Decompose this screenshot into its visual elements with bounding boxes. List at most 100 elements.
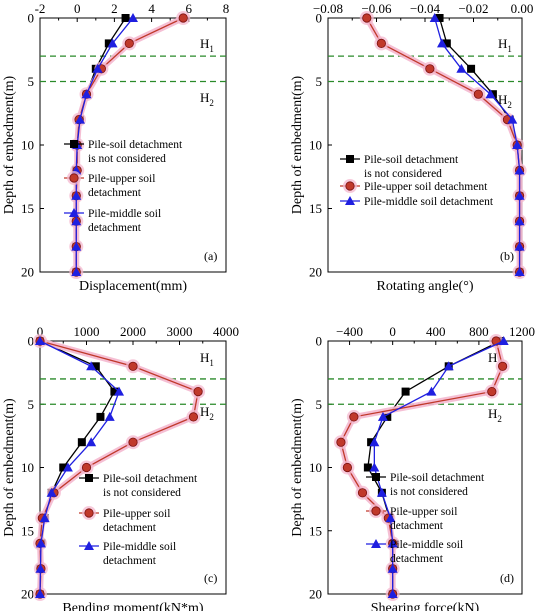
x-tick-label: −0.08 bbox=[313, 1, 343, 16]
chart-panel-3: 0 1000 2000 3000 4000 0 5 10 15 20 Depth of embedm… bbox=[2, 324, 239, 611]
legend-entry: Pile-upper soil detachment bbox=[364, 181, 488, 193]
panel-label: (b) bbox=[500, 249, 514, 263]
data-point bbox=[443, 361, 454, 371]
x-tick-label: −0.02 bbox=[458, 1, 488, 16]
legend-entry: is not considered bbox=[88, 153, 166, 165]
soil-layer-label: H2 bbox=[200, 90, 214, 108]
data-point bbox=[81, 462, 92, 473]
data-point bbox=[497, 361, 508, 371]
data-point bbox=[485, 89, 496, 99]
legend-marker bbox=[345, 181, 355, 191]
y-tick-label: 15 bbox=[309, 523, 322, 538]
legend-entry: Pile-middle soil bbox=[103, 541, 176, 553]
data-point bbox=[62, 462, 73, 472]
data-point bbox=[121, 14, 130, 22]
data-point bbox=[385, 513, 396, 523]
legend-entry: Pile-middle soil bbox=[88, 208, 161, 220]
data-point bbox=[59, 463, 68, 472]
data-point bbox=[35, 538, 46, 548]
data-point bbox=[387, 538, 398, 548]
x-tick-label: 0 bbox=[389, 324, 396, 339]
data-point bbox=[178, 13, 188, 23]
legend-marker bbox=[346, 155, 354, 163]
y-axis-label: Depth of embedment(m) bbox=[290, 75, 305, 214]
legend-marker bbox=[371, 539, 381, 548]
panel-label: (c) bbox=[204, 571, 217, 585]
y-tick-label: 10 bbox=[309, 138, 322, 153]
data-point bbox=[377, 411, 388, 421]
data-point bbox=[86, 361, 97, 371]
data-point bbox=[383, 412, 392, 421]
x-tick-label: 0 bbox=[37, 324, 44, 339]
data-point bbox=[436, 38, 447, 48]
data-point bbox=[110, 387, 119, 396]
y-axis-label: Depth of embedment(m) bbox=[2, 75, 17, 214]
data-point bbox=[71, 267, 82, 276]
y-tick-label: 5 bbox=[28, 397, 35, 412]
legend-entry: is not considered bbox=[390, 486, 468, 498]
y-tick-label: 5 bbox=[316, 74, 323, 89]
x-axis-label: Bending moment(kN*m) bbox=[62, 601, 203, 611]
data-point bbox=[124, 38, 134, 49]
y-tick-label: 5 bbox=[28, 74, 35, 89]
y-tick-label: 15 bbox=[21, 523, 34, 538]
y-tick-label: 10 bbox=[21, 138, 34, 153]
data-point bbox=[39, 513, 50, 523]
x-axis-label: Rotating angle(°) bbox=[377, 279, 474, 294]
legend-entry: detachment bbox=[390, 553, 444, 565]
legend-marker bbox=[85, 474, 93, 482]
x-tick-label: 2 bbox=[111, 1, 118, 16]
x-tick-label: −400 bbox=[336, 324, 363, 339]
y-tick-label: 0 bbox=[316, 11, 323, 26]
panel-label: (a) bbox=[204, 249, 217, 263]
data-point bbox=[128, 361, 138, 371]
data-point bbox=[425, 64, 435, 74]
data-point bbox=[193, 386, 203, 397]
y-tick-label: 20 bbox=[21, 587, 34, 602]
series-line bbox=[434, 17, 521, 272]
data-point bbox=[456, 63, 467, 73]
data-point bbox=[86, 437, 97, 447]
data-point bbox=[429, 13, 440, 22]
data-point bbox=[107, 38, 118, 48]
data-point bbox=[362, 13, 372, 23]
legend-marker bbox=[70, 140, 78, 148]
soil-layer-label: H1 bbox=[498, 36, 512, 54]
data-point bbox=[473, 89, 483, 99]
soil-layer-label: H2 bbox=[200, 404, 214, 422]
soil-layer-label: H1 bbox=[200, 350, 214, 368]
y-axis-label: Depth of embedment(m) bbox=[290, 398, 305, 537]
data-point bbox=[514, 267, 525, 276]
legend-entry: Pile-upper soil bbox=[88, 173, 155, 185]
data-point bbox=[401, 387, 410, 396]
data-point bbox=[128, 437, 138, 447]
legend-entry: is not considered bbox=[364, 168, 442, 180]
data-point bbox=[487, 386, 497, 397]
y-tick-label: 15 bbox=[21, 201, 34, 216]
data-point bbox=[114, 386, 125, 396]
data-point bbox=[507, 114, 518, 124]
legend-entry: detachment bbox=[88, 187, 142, 199]
data-point bbox=[349, 412, 359, 422]
x-axis-label: Displacement(mm) bbox=[79, 279, 187, 294]
y-tick-label: 10 bbox=[21, 460, 34, 475]
y-tick-label: 15 bbox=[309, 201, 322, 216]
legend-entry: detachment bbox=[390, 520, 444, 532]
y-tick-label: 10 bbox=[309, 460, 322, 475]
data-point bbox=[35, 563, 46, 573]
legend-marker bbox=[84, 541, 94, 550]
legend-entry: Pile-middle soil bbox=[390, 539, 463, 551]
x-tick-label: 1200 bbox=[509, 324, 535, 339]
data-point bbox=[387, 563, 398, 573]
data-point bbox=[514, 190, 525, 200]
data-point bbox=[104, 39, 113, 48]
data-point bbox=[96, 412, 105, 421]
data-point bbox=[514, 241, 525, 251]
data-point bbox=[357, 488, 368, 498]
data-point bbox=[74, 114, 85, 124]
x-tick-label: 2000 bbox=[120, 324, 146, 339]
legend-entry: detachment bbox=[88, 222, 142, 234]
data-point bbox=[104, 411, 115, 421]
legend-marker bbox=[345, 196, 355, 205]
